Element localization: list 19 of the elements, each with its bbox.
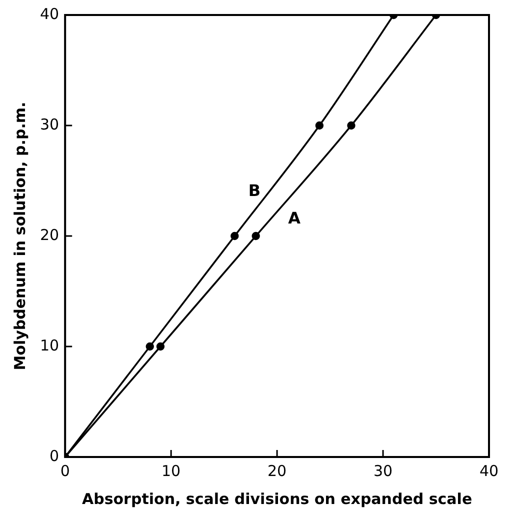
y-tick-label: 10 [40,336,60,354]
y-tick-label: 0 [50,446,60,465]
y-tick-label: 20 [40,226,60,244]
point [146,342,154,351]
x-tick-label: 30 [373,462,393,480]
point [347,121,356,130]
x-tick-label: 40 [479,462,499,480]
point [230,232,239,240]
point [252,232,260,240]
y-tick-label: 40 [40,4,60,23]
point [315,121,324,130]
x-tick-label: 20 [267,462,287,480]
point [156,342,165,351]
y-tick-label: 30 [40,115,60,134]
y-axis-title: Molybdenum in solution, p.p.m. [10,102,29,370]
series-label: A [288,208,302,228]
x-tick-label: 10 [162,462,181,480]
series-label: B [248,180,261,200]
x-axis-title: Absorption, scale divisions on expanded scale [82,490,472,508]
